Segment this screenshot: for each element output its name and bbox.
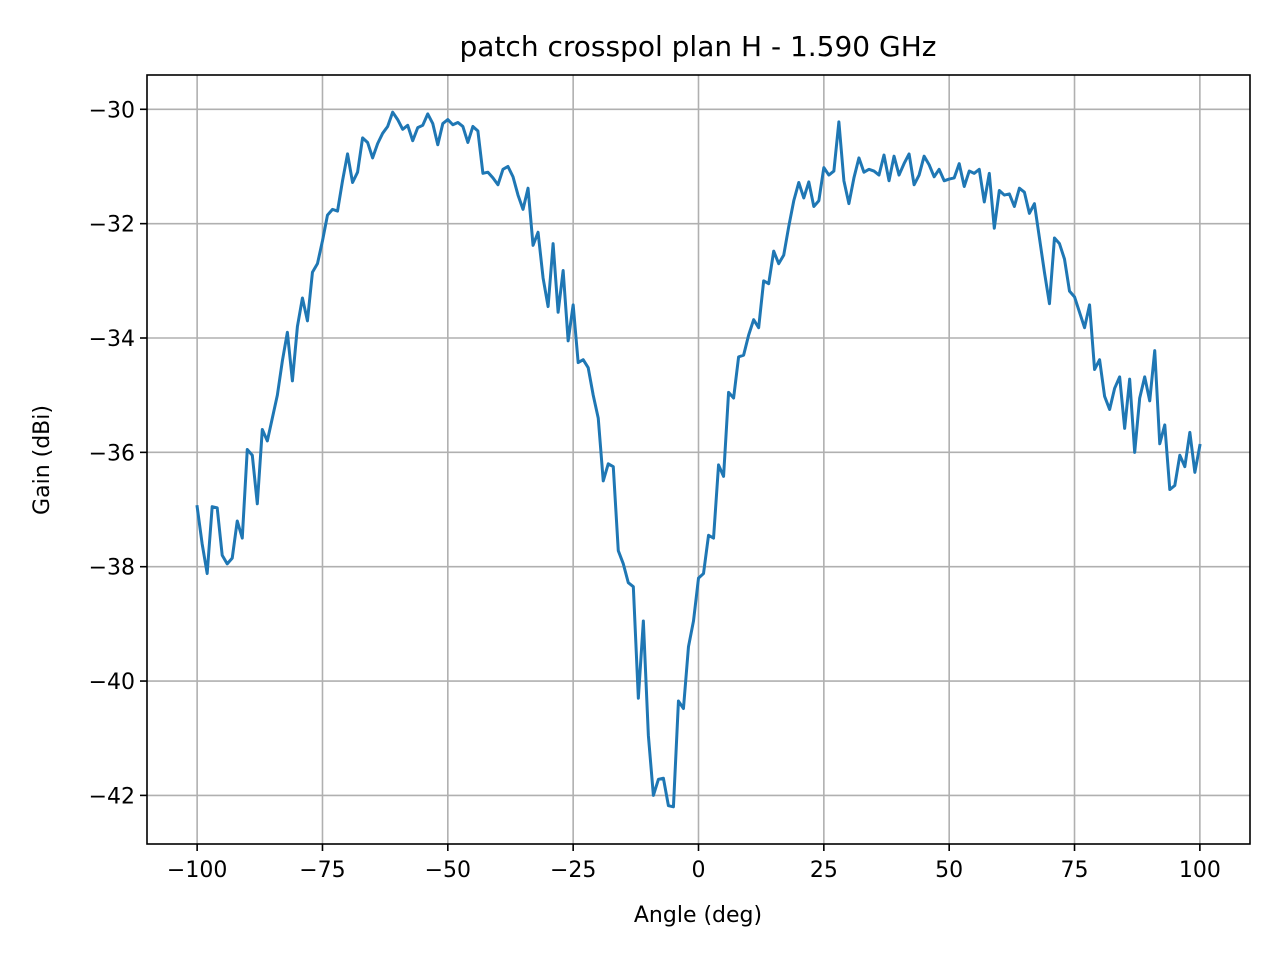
- y-tick-label: −40: [89, 670, 135, 695]
- chart-title: patch crosspol plan H - 1.590 GHz: [460, 30, 937, 63]
- x-tick-label: 100: [1179, 858, 1221, 883]
- grid: [147, 75, 1250, 844]
- x-axis-label: Angle (deg): [634, 903, 762, 928]
- x-tick-label: −25: [550, 858, 596, 883]
- x-tick-label: 75: [1061, 858, 1089, 883]
- x-tick-label: 50: [935, 858, 963, 883]
- y-tick-label: −36: [89, 441, 135, 466]
- data-series: [195, 110, 1202, 809]
- x-tick-label: −50: [425, 858, 471, 883]
- x-tick-label: 25: [810, 858, 838, 883]
- y-tick-label: −42: [89, 784, 135, 809]
- y-tick-label: −38: [89, 556, 135, 581]
- y-axis-ticks: −30 −32 −34 −36 −38 −40 −42: [89, 98, 147, 809]
- y-tick-label: −32: [89, 213, 135, 238]
- y-tick-label: −30: [89, 98, 135, 123]
- series-line-0: [195, 110, 1202, 809]
- y-axis-label: Gain (dBi): [30, 405, 55, 515]
- x-axis-ticks: −100 −75 −50 −25 0 25 50 75 100: [167, 844, 1221, 883]
- x-tick-label: −100: [167, 858, 227, 883]
- x-tick-label: 0: [692, 858, 706, 883]
- x-tick-label: −75: [299, 858, 345, 883]
- y-tick-label: −34: [89, 327, 135, 352]
